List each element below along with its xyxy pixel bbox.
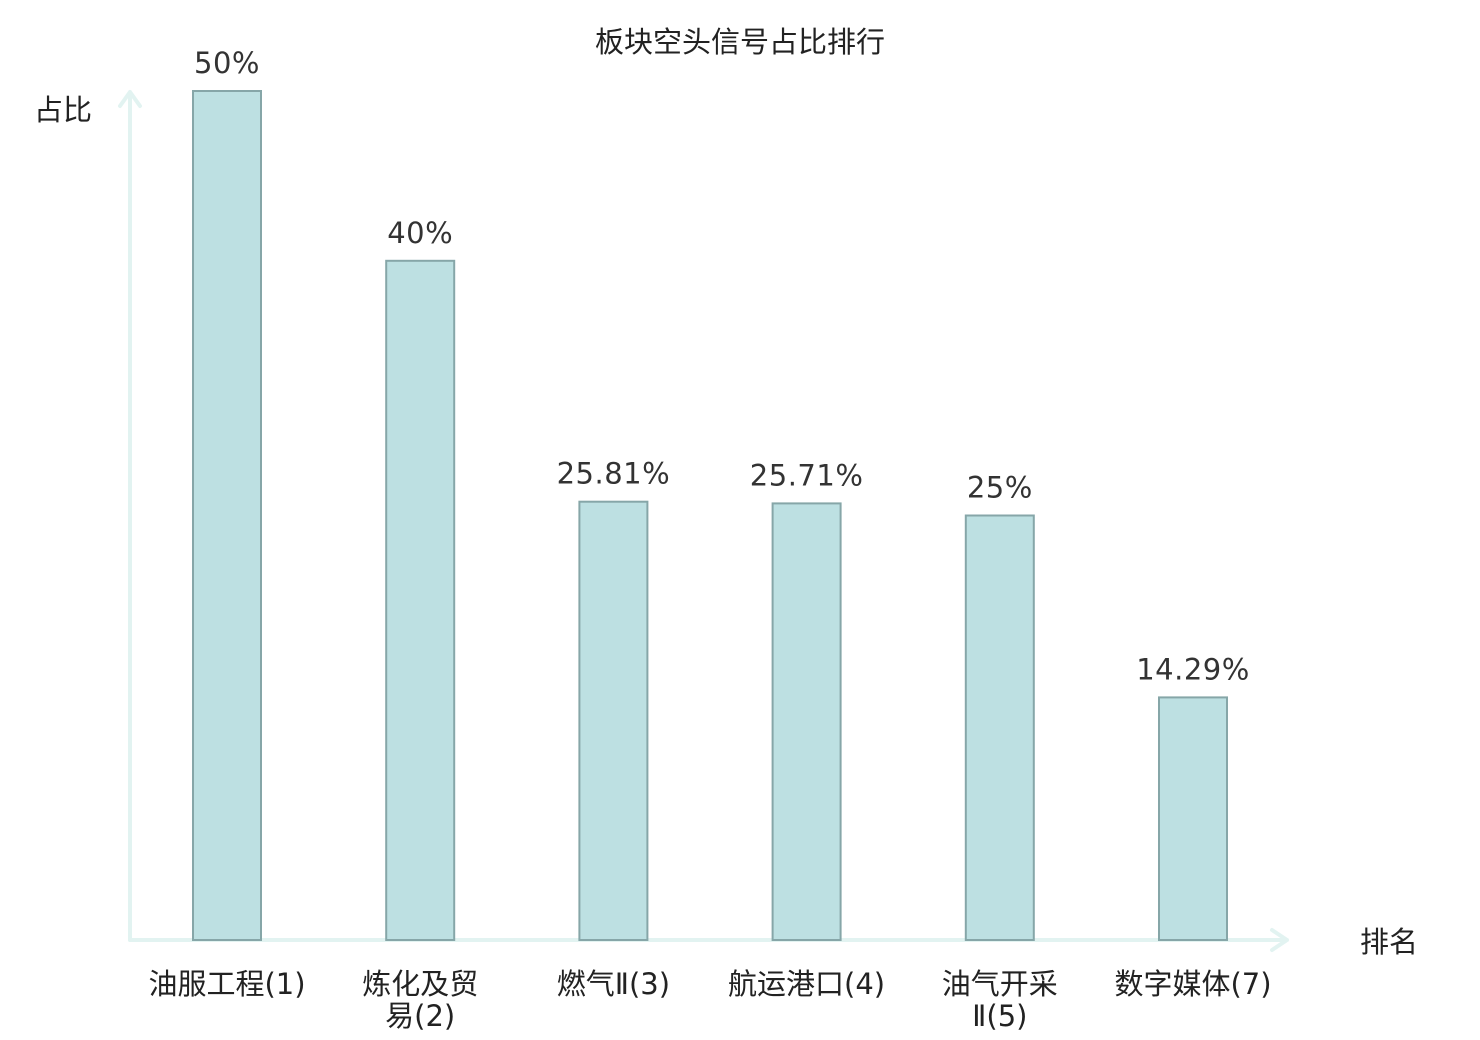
value-label-6: 14.29% (1136, 652, 1250, 686)
bar-2 (385, 259, 456, 941)
y-axis-label: 占比 (34, 93, 92, 127)
category-label-6: 数字媒体(7) (1114, 967, 1271, 1001)
category-label-4: 航运港口(4) (728, 967, 885, 1001)
category-label-3: 燃气Ⅱ(3) (557, 967, 670, 1001)
x-axis-label: 排名 (1360, 925, 1418, 959)
value-label-3: 25.81% (557, 457, 671, 491)
bar-1 (192, 90, 262, 941)
value-label-1: 50% (194, 46, 260, 80)
chart-title: 板块空头信号占比排行 (595, 25, 885, 59)
bars-group: 50% 油服工程(1) 40% 炼化及贸易(2) 25.81% 燃气Ⅱ(3) 25.71% 航… (148, 46, 1271, 1033)
bar-5 (964, 514, 1035, 941)
value-label-2: 40% (387, 216, 453, 250)
value-label-4: 25.71% (750, 458, 864, 492)
value-label-5: 25% (967, 471, 1033, 505)
bar-3 (578, 500, 649, 941)
category-label-1: 油服工程(1) (148, 967, 305, 1001)
bar-6 (1158, 696, 1228, 942)
category-label-2: 炼化及贸易(2) (362, 967, 478, 1033)
category-label-5: 油气开采 Ⅱ(5) (942, 967, 1058, 1033)
x-axis (128, 928, 1289, 952)
y-axis (118, 90, 142, 942)
bar-4 (771, 502, 842, 941)
